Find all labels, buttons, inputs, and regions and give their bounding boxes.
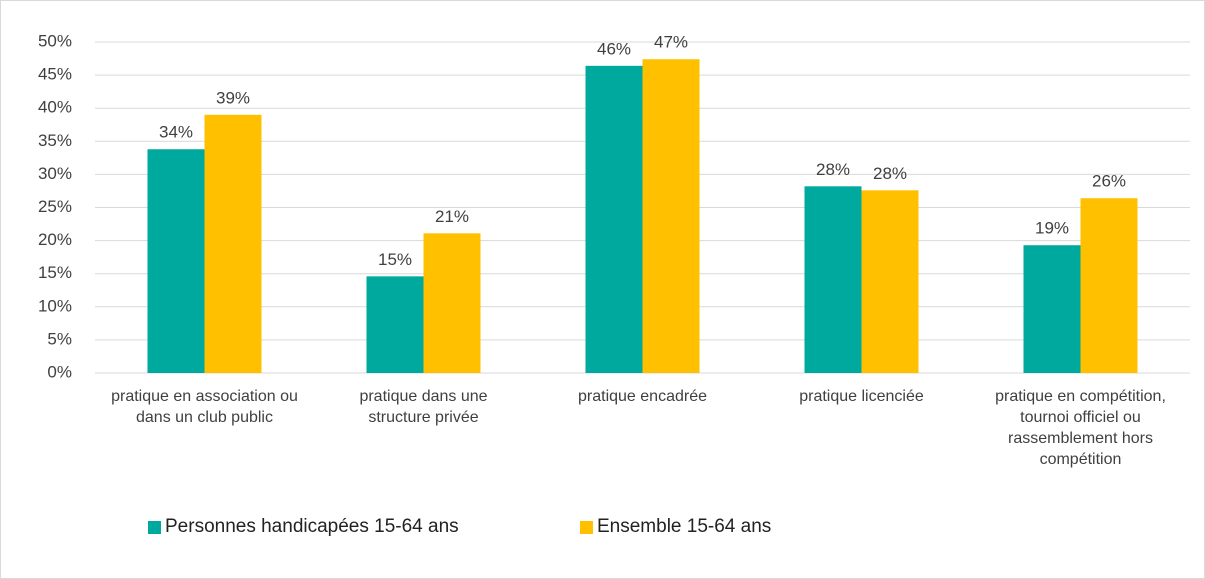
data-label: 26% [1092, 172, 1126, 191]
data-label: 47% [654, 33, 688, 52]
x-tick-label: pratique en association ou dans un club … [111, 388, 298, 426]
x-tick-label: pratique en compétition, tournoi officie… [995, 388, 1166, 468]
bar [366, 276, 424, 373]
y-tick-label: 50% [38, 31, 72, 50]
data-label: 34% [159, 123, 193, 142]
legend-swatch [148, 520, 161, 534]
data-label: 21% [435, 207, 469, 226]
legend-label: Ensemble 15-64 ans [597, 516, 772, 537]
bar [642, 59, 700, 373]
y-tick-label: 5% [47, 329, 72, 348]
y-tick-label: 45% [38, 65, 72, 84]
bar [804, 186, 862, 373]
data-label: 28% [816, 160, 850, 179]
bar [585, 65, 643, 373]
y-tick-label: 30% [38, 164, 72, 183]
data-label: 46% [597, 39, 631, 58]
y-tick-label: 40% [38, 98, 72, 117]
legend-swatch [580, 520, 593, 534]
y-tick-label: 10% [38, 296, 72, 315]
x-tick-label: pratique dans une structure privée [359, 388, 488, 426]
x-tick-label: pratique encadrée [578, 388, 707, 405]
x-tick-label: pratique licenciée [799, 388, 924, 405]
y-tick-label: 20% [38, 230, 72, 249]
y-tick-label: 0% [47, 362, 72, 381]
legend-label: Personnes handicapées 15-64 ans [165, 516, 459, 537]
legend-item: Personnes handicapées 15-64 ans [148, 516, 459, 538]
data-label: 28% [873, 164, 907, 183]
bar [1023, 245, 1081, 373]
data-label: 19% [1035, 219, 1069, 238]
y-tick-label: 25% [38, 197, 72, 216]
data-label: 15% [378, 250, 412, 269]
data-label: 39% [216, 88, 250, 107]
y-tick-label: 15% [38, 263, 72, 282]
bar [423, 233, 481, 373]
bar [861, 190, 919, 373]
y-tick-label: 35% [38, 131, 72, 150]
bar [1080, 198, 1138, 373]
legend-item: Ensemble 15-64 ans [580, 516, 771, 538]
bar [147, 149, 205, 373]
bar [204, 114, 262, 373]
